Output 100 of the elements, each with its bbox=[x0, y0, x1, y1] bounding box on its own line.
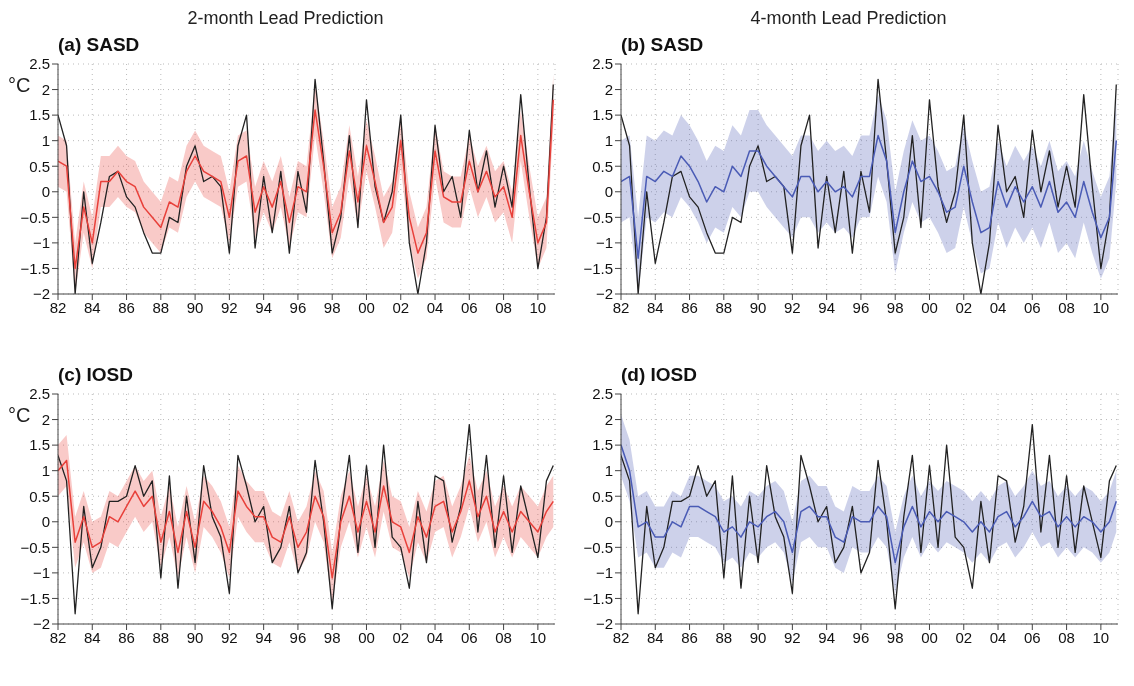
y-tick-label: 0 bbox=[604, 513, 613, 531]
chart-subtitle: (a) SASD bbox=[58, 34, 140, 55]
x-tick-label: 84 bbox=[646, 628, 664, 646]
x-tick-label: 90 bbox=[749, 298, 767, 316]
x-tick-label: 86 bbox=[118, 628, 135, 646]
x-tick-label: 06 bbox=[1023, 298, 1041, 316]
y-tick-label: 0.5 bbox=[29, 487, 50, 505]
y-tick-label: −0.5 bbox=[20, 208, 50, 226]
y-axis-title: °C bbox=[8, 74, 31, 97]
x-tick-label: 04 bbox=[426, 298, 444, 316]
y-tick-label: −0.5 bbox=[583, 208, 613, 226]
y-tick-label: 2 bbox=[604, 80, 613, 98]
x-tick-label: 00 bbox=[921, 628, 938, 646]
x-tick-label: 88 bbox=[152, 298, 170, 316]
line-series bbox=[621, 444, 1118, 564]
y-tick-label: 0.5 bbox=[29, 157, 50, 175]
x-tick-label: 88 bbox=[715, 298, 733, 316]
x-tick-label: 90 bbox=[186, 298, 204, 316]
y-tick-label: 1.5 bbox=[592, 436, 613, 454]
y-axis-title: °C bbox=[8, 404, 31, 427]
x-tick-label: 04 bbox=[989, 298, 1007, 316]
chart-subtitle: (d) IOSD bbox=[621, 364, 697, 385]
x-tick-label: 10 bbox=[1092, 628, 1110, 646]
x-tick-label: 98 bbox=[886, 298, 904, 316]
y-tick-label: 0 bbox=[41, 183, 50, 201]
x-tick-label: 96 bbox=[289, 628, 307, 646]
y-tick-label: 1 bbox=[604, 461, 613, 479]
x-tick-label: 82 bbox=[612, 298, 630, 316]
y-tick-label: −2 bbox=[32, 285, 50, 303]
x-tick-label: 94 bbox=[255, 298, 272, 316]
x-tick-label: 94 bbox=[818, 298, 835, 316]
x-tick-label: 02 bbox=[955, 298, 973, 316]
y-tick-label: 2.5 bbox=[29, 55, 50, 73]
y-tick-label: 2.5 bbox=[29, 385, 50, 403]
x-tick-label: 88 bbox=[715, 628, 733, 646]
x-tick-label: 98 bbox=[323, 628, 341, 646]
x-tick-label: 86 bbox=[681, 298, 698, 316]
x-tick-label: 96 bbox=[852, 628, 870, 646]
y-tick-label: −2 bbox=[595, 615, 613, 633]
chart-title: 2-month Lead Prediction bbox=[186, 8, 385, 30]
chart-subtitle: (b) SASD bbox=[621, 34, 704, 55]
x-tick-label: 08 bbox=[1058, 628, 1075, 646]
x-tick-label: 92 bbox=[221, 298, 238, 316]
x-tick-label: 90 bbox=[749, 628, 767, 646]
y-tick-label: −1.5 bbox=[20, 589, 50, 607]
y-tick-label: −2 bbox=[32, 615, 50, 633]
line-series bbox=[621, 424, 1117, 615]
x-tick-label: 00 bbox=[358, 628, 375, 646]
y-tick-label: 1.5 bbox=[592, 106, 613, 124]
y-tick-label: −1 bbox=[32, 234, 50, 252]
x-tick-label: 06 bbox=[460, 628, 478, 646]
y-tick-label: 2.5 bbox=[592, 385, 613, 403]
y-tick-label: 1 bbox=[604, 131, 613, 149]
y-tick-label: 0 bbox=[41, 513, 50, 531]
x-tick-label: 88 bbox=[152, 628, 170, 646]
y-tick-label: 2 bbox=[41, 410, 50, 428]
y-tick-label: 2 bbox=[604, 410, 613, 428]
x-tick-label: 10 bbox=[529, 298, 547, 316]
x-tick-label: 98 bbox=[323, 298, 341, 316]
x-tick-label: 92 bbox=[784, 298, 801, 316]
x-tick-label: 90 bbox=[186, 628, 204, 646]
y-tick-label: −0.5 bbox=[20, 538, 50, 556]
x-tick-label: 08 bbox=[495, 628, 512, 646]
y-tick-label: 0.5 bbox=[592, 157, 613, 175]
y-tick-label: 2.5 bbox=[592, 55, 613, 73]
x-tick-label: 84 bbox=[646, 298, 664, 316]
x-tick-label: 10 bbox=[529, 628, 547, 646]
x-tick-label: 06 bbox=[460, 298, 478, 316]
y-tick-label: −1.5 bbox=[583, 589, 613, 607]
x-tick-label: 06 bbox=[1023, 628, 1041, 646]
x-tick-label: 84 bbox=[83, 628, 101, 646]
y-tick-label: −2 bbox=[595, 285, 613, 303]
chart-title: 4-month Lead Prediction bbox=[749, 8, 948, 30]
x-tick-label: 02 bbox=[955, 628, 973, 646]
y-tick-label: 1 bbox=[41, 131, 50, 149]
x-tick-label: 08 bbox=[495, 298, 512, 316]
y-tick-label: −0.5 bbox=[583, 538, 613, 556]
line-series bbox=[58, 459, 555, 579]
y-tick-label: 1 bbox=[41, 461, 50, 479]
line-series bbox=[58, 99, 555, 270]
x-tick-label: 02 bbox=[392, 298, 410, 316]
x-tick-label: 10 bbox=[1092, 298, 1110, 316]
y-tick-label: −1.5 bbox=[583, 259, 613, 277]
y-tick-label: −1.5 bbox=[20, 259, 50, 277]
y-tick-label: −1 bbox=[595, 234, 613, 252]
y-tick-label: −1 bbox=[595, 564, 613, 582]
x-tick-label: 96 bbox=[852, 298, 870, 316]
y-tick-label: 1.5 bbox=[29, 106, 50, 124]
x-tick-label: 86 bbox=[681, 628, 698, 646]
x-tick-label: 94 bbox=[818, 628, 835, 646]
x-tick-label: 84 bbox=[83, 298, 101, 316]
x-tick-label: 86 bbox=[118, 298, 135, 316]
x-tick-label: 82 bbox=[612, 628, 630, 646]
y-tick-label: 2 bbox=[41, 80, 50, 98]
x-tick-label: 82 bbox=[49, 298, 67, 316]
x-tick-label: 96 bbox=[289, 298, 307, 316]
y-tick-label: −1 bbox=[32, 564, 50, 582]
x-tick-label: 94 bbox=[255, 628, 272, 646]
x-tick-label: 82 bbox=[49, 628, 67, 646]
y-tick-label: 1.5 bbox=[29, 436, 50, 454]
